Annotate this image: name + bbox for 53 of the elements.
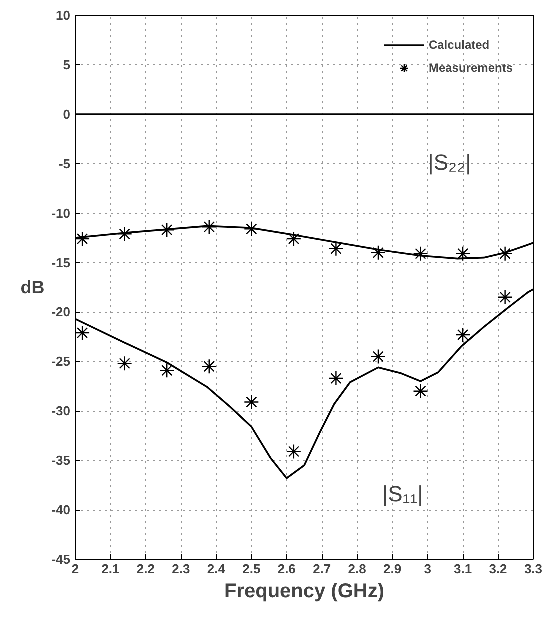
y-tick-label: -45 xyxy=(52,552,71,567)
x-tick-label: 2.9 xyxy=(384,562,402,576)
point xyxy=(76,325,90,341)
point xyxy=(117,356,132,372)
y-tick-label: -15 xyxy=(52,255,71,270)
x-tick-label: 2.5 xyxy=(242,562,261,576)
legend-label: Measurements xyxy=(428,61,513,75)
point xyxy=(370,349,386,364)
x-tick-label: 3 xyxy=(424,562,432,576)
point xyxy=(160,362,175,378)
point xyxy=(160,222,175,238)
y-tick-label: 5 xyxy=(63,57,71,72)
y-tick-label: -25 xyxy=(52,354,71,370)
y-tick-label: -35 xyxy=(52,453,71,468)
y-axis-title: dB xyxy=(20,278,45,298)
point xyxy=(76,231,90,247)
x-tick-label: 2.6 xyxy=(278,562,296,576)
point xyxy=(498,290,513,305)
y-tick-label: -10 xyxy=(52,206,71,221)
y-tick-label: -20 xyxy=(52,304,71,320)
point xyxy=(413,246,428,262)
point xyxy=(413,384,428,399)
point xyxy=(202,359,217,374)
legend-label: Calculated xyxy=(428,38,490,52)
point xyxy=(286,444,302,460)
x-tick-label: 3.3 xyxy=(524,562,543,576)
annotation: |S₁₁| xyxy=(382,482,424,507)
x-tick-label: 2 xyxy=(72,562,80,576)
point xyxy=(117,226,132,242)
point xyxy=(370,245,386,260)
point xyxy=(328,241,344,257)
point xyxy=(202,220,217,235)
x-tick-label: 2.2 xyxy=(136,562,156,576)
x-tick-label: 3.2 xyxy=(489,562,508,576)
y-tick-label: 10 xyxy=(56,8,71,23)
x-tick-label: 2.8 xyxy=(348,562,366,576)
x-tick-label: 2.4 xyxy=(207,562,226,576)
y-tick-label: -30 xyxy=(52,404,71,419)
point xyxy=(244,394,260,410)
point xyxy=(328,370,344,386)
point xyxy=(455,246,471,262)
x-tick-label: 2.3 xyxy=(172,562,190,576)
point xyxy=(498,246,513,262)
x-tick-label: 3.1 xyxy=(454,562,472,576)
point xyxy=(286,231,302,247)
x-axis-title: Frequency (GHz) xyxy=(224,580,385,602)
annotation: |S₂₂| xyxy=(428,150,472,175)
x-tick-label: 2.7 xyxy=(313,562,332,576)
point xyxy=(455,327,471,343)
y-tick-label: -40 xyxy=(52,502,71,518)
y-tick-label: -5 xyxy=(58,156,71,172)
x-tick-label: 2.1 xyxy=(102,562,120,576)
y-tick-label: 0 xyxy=(63,106,71,122)
